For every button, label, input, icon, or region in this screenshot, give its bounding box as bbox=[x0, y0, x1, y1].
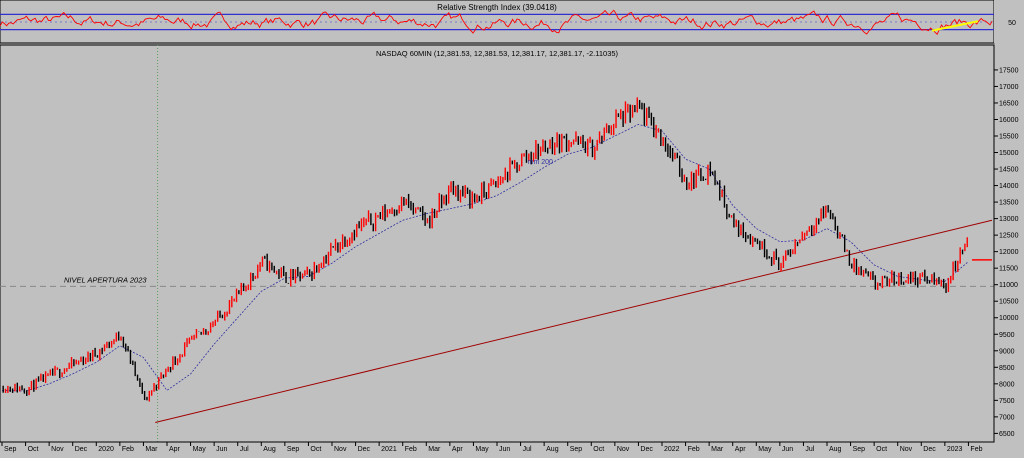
time-tick-label: Jun bbox=[499, 446, 510, 453]
price-tick-label: 17500 bbox=[999, 67, 1019, 74]
rsi-axis-area bbox=[994, 0, 1024, 43]
price-tick-label: 10500 bbox=[999, 299, 1019, 306]
time-tick-label: Mar bbox=[145, 446, 158, 453]
price-tick-label: 7000 bbox=[999, 414, 1015, 421]
time-tick-label: Jun bbox=[782, 446, 793, 453]
time-tick-label: Jul bbox=[240, 446, 249, 453]
time-tick-label: Jul bbox=[805, 446, 814, 453]
price-tick-label: 14000 bbox=[999, 183, 1019, 190]
ma-200-line bbox=[1, 123, 969, 392]
trendline-group bbox=[155, 219, 993, 423]
price-tick-label: 15000 bbox=[999, 150, 1019, 157]
time-tick-label: Aug bbox=[546, 446, 559, 453]
price-tick-label: 8000 bbox=[999, 381, 1015, 388]
rsi-bands bbox=[0, 13, 994, 31]
price-tick-label: 17000 bbox=[999, 84, 1019, 91]
candles-group bbox=[2, 97, 968, 402]
rsi-axis-ticks: 50 bbox=[1008, 20, 1016, 27]
price-tick-label: 11500 bbox=[999, 266, 1018, 273]
price-tick-label: 16500 bbox=[999, 100, 1019, 107]
price-tick-label: 9000 bbox=[999, 348, 1015, 355]
time-tick-label: Sep bbox=[570, 446, 583, 453]
time-tick-label: Jun bbox=[216, 446, 227, 453]
time-tick-label: Aug bbox=[829, 446, 842, 453]
rsi-line-group bbox=[0, 9, 993, 35]
price-tick-label: 8500 bbox=[999, 365, 1015, 372]
time-tick-label: 2021 bbox=[381, 446, 397, 453]
annotation-labels: NIVEL APERTURA 2023 mm 200 bbox=[64, 159, 553, 284]
price-tick-label: 9500 bbox=[999, 332, 1015, 339]
price-panel: NASDAQ 60MIN (12,381.53, 12,381.53, 12,3… bbox=[0, 44, 1019, 453]
time-tick-label: Dec bbox=[923, 446, 936, 453]
time-tick-label: Apr bbox=[452, 446, 464, 453]
time-tick-label: Feb bbox=[122, 446, 134, 453]
rsi-title: Relative Strength Index (39.0418) bbox=[437, 3, 557, 12]
price-tick-label: 10000 bbox=[999, 315, 1019, 322]
time-tick-label: Mar bbox=[711, 446, 724, 453]
time-tick-label: Nov bbox=[900, 446, 913, 453]
time-tick-label: Feb bbox=[688, 446, 700, 453]
time-tick-label: Oct bbox=[28, 446, 39, 453]
price-tick-label: 12500 bbox=[999, 233, 1019, 240]
price-axis-ticks: 6500 7000 7500 8000 8500 9000 9500 10000 10500 11… bbox=[993, 45, 1019, 442]
ma-200-label: mm 200 bbox=[528, 159, 553, 166]
time-tick-label: May bbox=[758, 446, 772, 453]
time-tick-label: Apr bbox=[735, 446, 747, 453]
time-tick-label: May bbox=[193, 446, 207, 453]
time-tick-label: 2022 bbox=[664, 446, 680, 453]
time-tick-label: Oct bbox=[876, 446, 887, 453]
time-tick-label: 2023 bbox=[947, 446, 963, 453]
time-tick-label: Jul bbox=[523, 446, 532, 453]
time-tick-label: Nov bbox=[334, 446, 347, 453]
price-tick-label: 14500 bbox=[999, 167, 1019, 174]
price-tick-label: 7500 bbox=[999, 398, 1015, 405]
time-tick-label: 2020 bbox=[98, 446, 114, 453]
time-tick-label: Dec bbox=[640, 446, 653, 453]
time-tick-label: Aug bbox=[263, 446, 276, 453]
time-tick-label: Mar bbox=[428, 446, 441, 453]
time-tick-label: Feb bbox=[970, 446, 982, 453]
price-tick-label: 12000 bbox=[999, 249, 1019, 256]
price-tick-label: 13000 bbox=[999, 216, 1019, 223]
time-tick-label: Oct bbox=[310, 446, 321, 453]
rsi-line bbox=[0, 9, 993, 35]
price-tick-label: 6500 bbox=[999, 431, 1015, 438]
rsi-trendline bbox=[931, 20, 979, 32]
price-tick-label: 15500 bbox=[999, 134, 1019, 141]
support-trendline bbox=[155, 219, 993, 423]
time-tick-label: Sep bbox=[4, 446, 17, 453]
moving-average-group bbox=[1, 123, 969, 392]
rsi-panel: Relative Strength Index (39.0418) 50 bbox=[0, 0, 1024, 44]
price-tick-label: 13500 bbox=[999, 200, 1019, 207]
rsi-tick-label: 50 bbox=[1008, 20, 1016, 27]
time-tick-label: May bbox=[475, 446, 489, 453]
time-tick-label: Oct bbox=[593, 446, 604, 453]
time-tick-label: Dec bbox=[358, 446, 371, 453]
time-tick-label: Apr bbox=[169, 446, 181, 453]
time-tick-label: Feb bbox=[405, 446, 417, 453]
time-tick-label: Sep bbox=[287, 446, 300, 453]
price-tick-label: 16000 bbox=[999, 117, 1019, 124]
time-tick-label: Nov bbox=[617, 446, 630, 453]
reference-line-label: NIVEL APERTURA 2023 bbox=[64, 275, 147, 284]
time-tick-label: Sep bbox=[853, 446, 866, 453]
time-tick-label: Dec bbox=[75, 446, 88, 453]
price-title: NASDAQ 60MIN (12,381.53, 12,381.53, 12,3… bbox=[376, 49, 619, 58]
time-axis-ticks: Sep Oct Nov Dec 2020 Feb Mar Apr May Jun Jul Aug Sep… bbox=[0, 441, 994, 453]
price-tick-label: 11000 bbox=[999, 282, 1018, 289]
time-tick-label: Nov bbox=[51, 446, 64, 453]
